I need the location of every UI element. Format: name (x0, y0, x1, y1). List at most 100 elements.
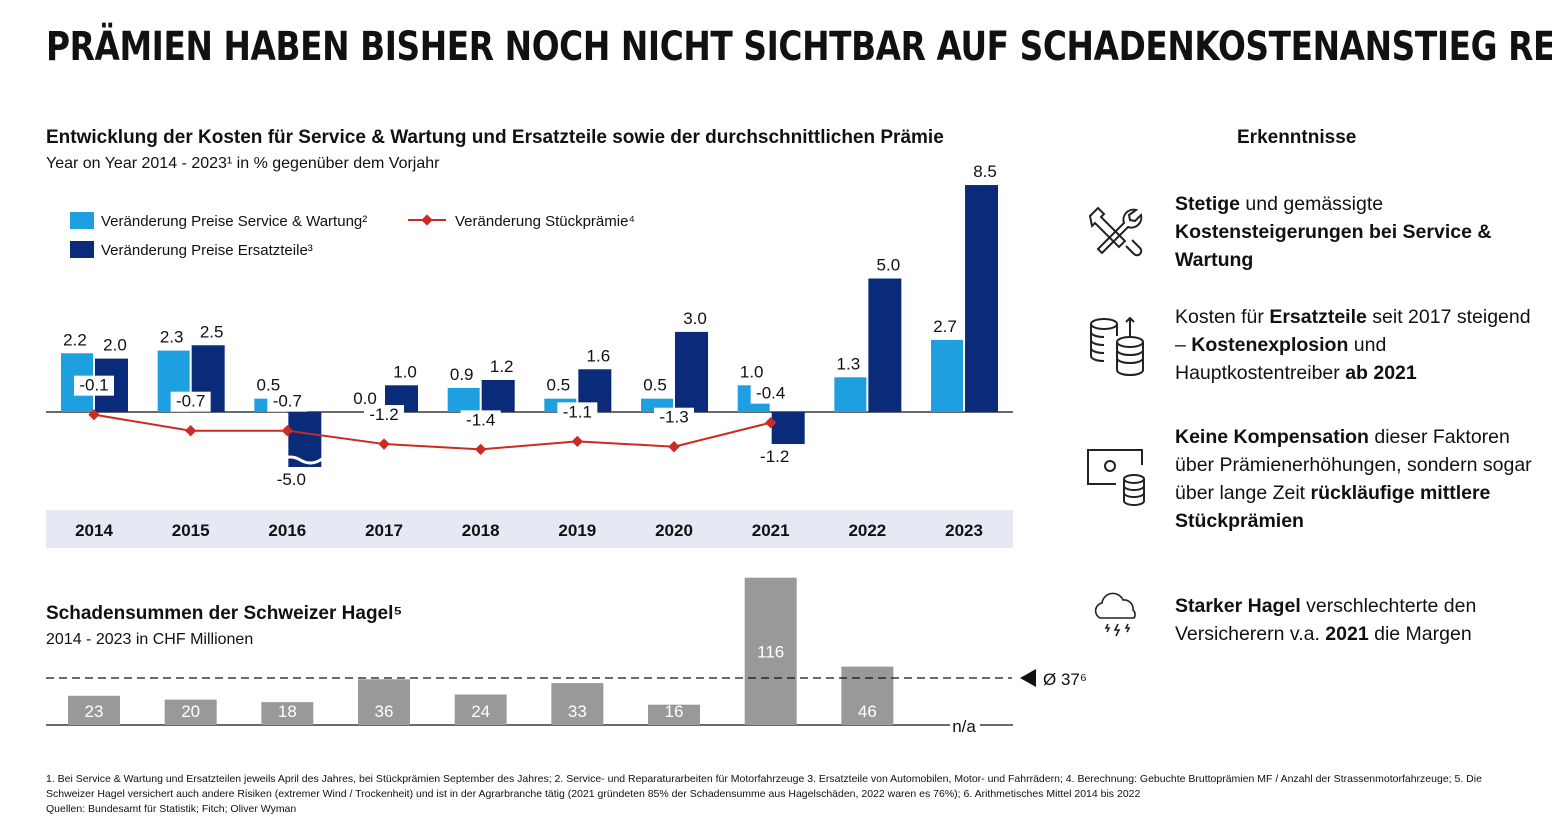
insight-text: und gemässigte (1240, 193, 1384, 215)
premium-label-bg (557, 402, 598, 423)
premium-point-2016 (281, 425, 293, 437)
hail-bar-2016 (261, 702, 314, 725)
footnote-text: 1. Bei Service & Wartung und Ersatzteile… (46, 773, 1482, 800)
insight-1: Stetige und gemässigte Kostensteigerunge… (1175, 190, 1535, 274)
insight-2: Kosten für Ersatzteile seit 2017 steigen… (1175, 303, 1535, 387)
insight-text: Kostensteigerungen bei Service & Wartung (1175, 221, 1492, 271)
hail-bar-2014 (68, 695, 120, 725)
premium-label-bg (170, 391, 211, 412)
premium-line (93, 413, 771, 451)
footnotes: 1. Bei Service & Wartung und Ersatzteile… (46, 772, 1526, 817)
premium-label-bg (750, 383, 791, 404)
bar-service-2023 (931, 339, 964, 412)
x-tick-label: 2019 (558, 521, 596, 540)
x-tick-label: 2023 (945, 521, 983, 540)
hail-data-label: 116 (757, 643, 784, 662)
chart-subtitle: Year on Year 2014 - 2023¹ in % gegenüber… (46, 155, 440, 172)
insight-text: Kostenexplosion (1191, 334, 1349, 356)
insight-text: dieser Faktoren über Prämienerhöhungen, … (1175, 426, 1532, 504)
legend-swatch (70, 241, 94, 258)
bar-parts-2021 (771, 412, 805, 445)
hail-data-label: 24 (471, 702, 490, 721)
data-label-parts: 2.5 (200, 322, 224, 341)
data-label-premium: -0.1 (79, 376, 108, 395)
hail-bar-2019 (551, 683, 604, 725)
data-label-parts: 2.0 (103, 336, 127, 355)
data-label-service: 2.3 (160, 328, 184, 347)
bar-service-2018 (447, 387, 480, 412)
hail-data-label: 33 (568, 702, 587, 721)
x-tick-label: 2022 (848, 521, 886, 540)
data-label-premium: -1.4 (466, 410, 495, 429)
data-label-service: 0.9 (450, 365, 474, 384)
premium-point-2017 (378, 438, 390, 450)
premium-label-bg (74, 375, 114, 396)
bar-parts-2020 (675, 331, 709, 412)
data-label-premium: -0.7 (176, 392, 205, 411)
hail-bar-2018 (454, 694, 507, 725)
insight-text: Starker Hagel (1175, 595, 1301, 617)
hail-data-label: 16 (665, 702, 684, 721)
insight-text: Kosten für (1175, 306, 1270, 328)
insight-text: die Margen (1368, 623, 1472, 645)
insight-4: Starker Hagel verschlechterte den Versic… (1175, 592, 1535, 648)
data-label-premium: -1.2 (369, 405, 398, 424)
data-label-parts: -1.2 (760, 447, 789, 466)
insight-text: und Hauptkostentreiber (1175, 334, 1387, 384)
legend-marker (421, 214, 433, 226)
hail-cloud-icon (1094, 592, 1136, 637)
data-label-service: 1.3 (837, 354, 861, 373)
axis-break (279, 455, 342, 465)
screen-database-icon (1087, 449, 1145, 507)
insight-text: rückläufige mittlere Stückprämien (1175, 482, 1491, 532)
data-label-parts: 1.2 (490, 357, 514, 376)
data-label-parts: 1.6 (587, 346, 611, 365)
premium-point-2020 (668, 441, 680, 453)
premium-point-2021 (765, 417, 777, 429)
premium-label-bg (654, 407, 695, 428)
legend-label: Veränderung Stückprämie⁴ (455, 213, 635, 230)
data-label-premium: -1.1 (563, 402, 592, 421)
insight-3: Keine Kompensation dieser Faktoren über … (1175, 423, 1535, 535)
insight-text: seit 2017 steigend – (1175, 306, 1531, 356)
sources: Quellen: Bundesamt für Statistik; Fitch;… (46, 803, 297, 815)
premium-label-bg (460, 410, 501, 431)
hail-data-label: 20 (181, 702, 200, 721)
bar-parts-2018 (481, 379, 515, 412)
data-label-parts: 5.0 (877, 256, 901, 275)
hail-bar-2020 (648, 704, 701, 725)
coins-up-icon (1090, 316, 1144, 377)
data-label-service: 0.5 (257, 376, 281, 395)
bar-parts-2023 (965, 185, 999, 412)
hail-data-label: 46 (858, 702, 877, 721)
data-label-service: 0.5 (547, 376, 571, 395)
hail-bar-2015 (164, 699, 217, 725)
insight-text: ab 2021 (1345, 362, 1417, 384)
x-tick-label: 2016 (268, 521, 306, 540)
x-axis-band (46, 510, 1013, 548)
bar-parts-2022 (868, 278, 902, 412)
x-tick-label: 2015 (172, 521, 210, 540)
premium-point-2019 (571, 435, 584, 448)
x-tick-label: 2018 (462, 521, 500, 540)
data-label-service: 1.0 (740, 362, 764, 381)
data-label-parts: 3.0 (683, 309, 707, 328)
x-tick-label: 2017 (365, 521, 403, 540)
insight-text: Keine Kompensation (1175, 426, 1369, 448)
legend-swatch (70, 212, 94, 229)
data-label-parts: -5.0 (277, 470, 306, 489)
data-label-service: 2.2 (63, 330, 87, 349)
x-tick-label: 2021 (752, 521, 790, 540)
hail-bar-2021 (744, 577, 797, 725)
premium-label-bg (267, 391, 308, 412)
data-label-parts: 1.0 (393, 362, 417, 381)
x-tick-label: 2020 (655, 521, 693, 540)
tools-icon (1088, 206, 1143, 257)
hail-bar-2022 (841, 666, 894, 725)
average-label: Ø 37⁶ (1043, 670, 1087, 689)
legend-label: Veränderung Preise Service & Wartung² (101, 213, 367, 230)
insight-text: Ersatzteile (1269, 306, 1367, 328)
data-label-service: 2.7 (933, 317, 957, 336)
average-marker (1020, 669, 1036, 688)
